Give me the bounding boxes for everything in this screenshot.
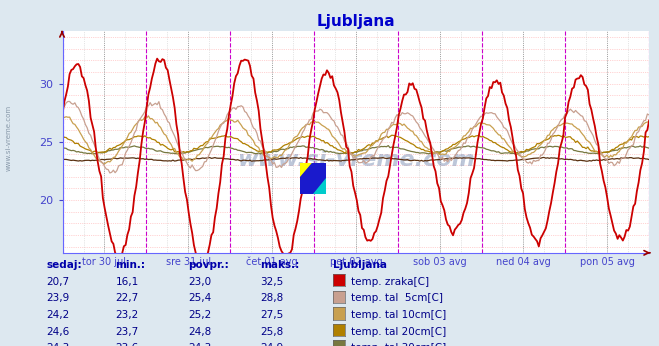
Text: 25,2: 25,2	[188, 310, 211, 320]
Polygon shape	[300, 163, 313, 178]
Text: temp. tal 10cm[C]: temp. tal 10cm[C]	[351, 310, 447, 320]
Text: 27,5: 27,5	[260, 310, 283, 320]
Text: Ljubljana: Ljubljana	[333, 260, 387, 270]
Text: min.:: min.:	[115, 260, 146, 270]
Text: 23,0: 23,0	[188, 277, 211, 287]
Text: 24,2: 24,2	[46, 310, 69, 320]
Text: maks.:: maks.:	[260, 260, 300, 270]
Text: 25,8: 25,8	[260, 327, 283, 337]
Text: 23,7: 23,7	[115, 327, 138, 337]
Polygon shape	[300, 163, 326, 194]
Text: temp. tal 30cm[C]: temp. tal 30cm[C]	[351, 343, 447, 346]
Polygon shape	[313, 178, 326, 194]
Text: www.si-vreme.com: www.si-vreme.com	[5, 105, 11, 172]
Text: 24,6: 24,6	[46, 327, 69, 337]
Text: 24,9: 24,9	[260, 343, 283, 346]
Text: 23,6: 23,6	[115, 343, 138, 346]
Text: 23,2: 23,2	[115, 310, 138, 320]
Text: 16,1: 16,1	[115, 277, 138, 287]
Text: 24,3: 24,3	[46, 343, 69, 346]
Text: www.si-vreme.com: www.si-vreme.com	[237, 149, 474, 170]
Text: 20,7: 20,7	[46, 277, 69, 287]
Text: temp. tal 20cm[C]: temp. tal 20cm[C]	[351, 327, 447, 337]
Text: 25,4: 25,4	[188, 293, 211, 303]
Text: 24,8: 24,8	[188, 327, 211, 337]
Title: Ljubljana: Ljubljana	[316, 13, 395, 29]
Text: temp. tal  5cm[C]: temp. tal 5cm[C]	[351, 293, 444, 303]
Text: sedaj:: sedaj:	[46, 260, 82, 270]
Text: 22,7: 22,7	[115, 293, 138, 303]
Text: 24,3: 24,3	[188, 343, 211, 346]
Text: 28,8: 28,8	[260, 293, 283, 303]
Text: 32,5: 32,5	[260, 277, 283, 287]
Text: povpr.:: povpr.:	[188, 260, 229, 270]
Text: temp. zraka[C]: temp. zraka[C]	[351, 277, 430, 287]
Text: 23,9: 23,9	[46, 293, 69, 303]
